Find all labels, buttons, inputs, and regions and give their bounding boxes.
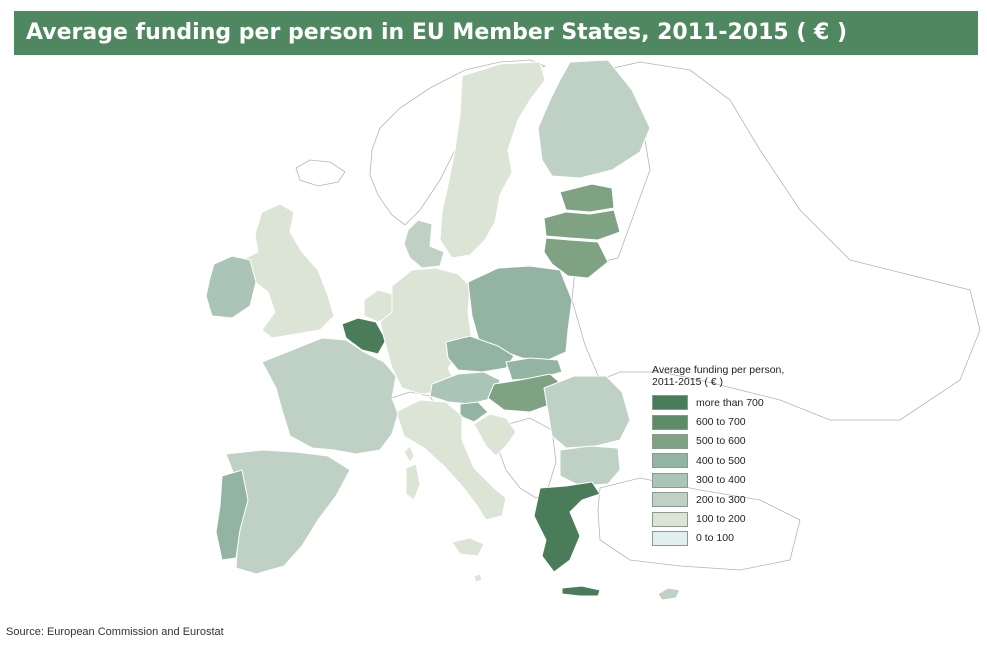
region-belgium <box>341 317 387 355</box>
turkey <box>597 477 801 571</box>
russia-belarus-ukraine <box>571 61 981 421</box>
region-portugal <box>215 469 249 561</box>
legend-label: 400 to 500 <box>696 454 746 467</box>
legend-title: Average funding per person, 2011-2015 ( … <box>652 364 785 388</box>
iceland <box>295 159 346 187</box>
region-czech-republic <box>445 335 515 373</box>
region-france <box>261 337 399 455</box>
legend-swatch <box>652 395 688 411</box>
legend-swatch <box>652 453 688 469</box>
eu-member-states <box>205 59 681 601</box>
region-cyprus <box>657 587 681 601</box>
region-finland <box>537 59 651 179</box>
region-crete <box>561 585 601 597</box>
legend-swatch <box>652 492 688 508</box>
legend-row: 600 to 700 <box>652 412 822 431</box>
region-croatia <box>473 413 517 457</box>
legend-row: 0 to 100 <box>652 529 822 548</box>
legend-swatch <box>652 472 688 488</box>
legend-label: 500 to 600 <box>696 435 746 448</box>
legend-row: 100 to 200 <box>652 509 822 528</box>
legend-label: 0 to 100 <box>696 532 734 545</box>
region-lithuania <box>543 237 609 279</box>
legend-label: 200 to 300 <box>696 493 746 506</box>
legend-swatch <box>652 530 688 546</box>
legend-row: 300 to 400 <box>652 471 822 490</box>
region-malta <box>473 573 483 583</box>
legend-label: 100 to 200 <box>696 513 746 526</box>
region-greece <box>533 481 601 573</box>
map-title: Average funding per person in EU Member … <box>14 11 978 55</box>
legend-classes: more than 700 600 to 700 500 to 600 400 to … <box>652 393 822 548</box>
region-latvia <box>543 209 621 241</box>
region-sardinia <box>405 463 421 501</box>
legend-row: 400 to 500 <box>652 451 822 470</box>
source-note: Source: European Commission and Eurostat <box>6 626 224 638</box>
legend-label: 300 to 400 <box>696 474 746 487</box>
region-corsica <box>403 445 415 463</box>
region-denmark <box>403 219 445 269</box>
legend-row: 200 to 300 <box>652 490 822 509</box>
map-legend: Average funding per person, 2011-2015 ( … <box>652 364 822 548</box>
region-italy <box>395 399 507 521</box>
legend-swatch <box>652 511 688 527</box>
region-sweden <box>439 61 546 259</box>
region-sicily <box>451 537 485 557</box>
region-estonia <box>559 183 615 213</box>
legend-label: more than 700 <box>696 396 764 409</box>
legend-row: more than 700 <box>652 393 822 412</box>
legend-label: 600 to 700 <box>696 416 746 429</box>
region-romania <box>543 375 631 449</box>
region-ireland <box>205 255 257 319</box>
region-bulgaria <box>559 445 621 487</box>
legend-swatch <box>652 414 688 430</box>
legend-row: 500 to 600 <box>652 432 822 451</box>
legend-swatch <box>652 433 688 449</box>
